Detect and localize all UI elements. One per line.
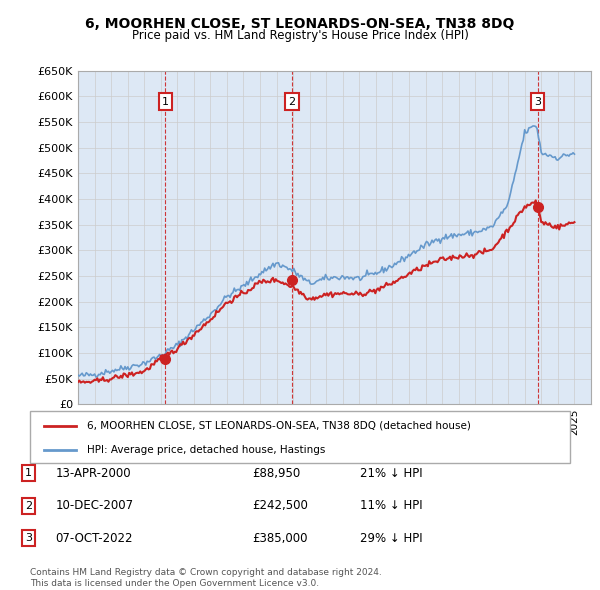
Text: 21% ↓ HPI: 21% ↓ HPI xyxy=(360,467,422,480)
Text: 6, MOORHEN CLOSE, ST LEONARDS-ON-SEA, TN38 8DQ (detached house): 6, MOORHEN CLOSE, ST LEONARDS-ON-SEA, TN… xyxy=(86,421,470,431)
Text: 1: 1 xyxy=(25,468,32,478)
Text: 3: 3 xyxy=(534,97,541,107)
Text: 3: 3 xyxy=(25,533,32,543)
Text: 2: 2 xyxy=(25,501,32,510)
Text: 6, MOORHEN CLOSE, ST LEONARDS-ON-SEA, TN38 8DQ: 6, MOORHEN CLOSE, ST LEONARDS-ON-SEA, TN… xyxy=(85,17,515,31)
FancyBboxPatch shape xyxy=(30,411,570,463)
Text: £88,950: £88,950 xyxy=(252,467,300,480)
Text: £385,000: £385,000 xyxy=(252,532,308,545)
Text: 10-DEC-2007: 10-DEC-2007 xyxy=(55,499,133,512)
Text: 07-OCT-2022: 07-OCT-2022 xyxy=(55,532,133,545)
Text: £242,500: £242,500 xyxy=(252,499,308,512)
Text: HPI: Average price, detached house, Hastings: HPI: Average price, detached house, Hast… xyxy=(86,445,325,455)
Text: Contains HM Land Registry data © Crown copyright and database right 2024.
This d: Contains HM Land Registry data © Crown c… xyxy=(30,568,382,588)
Text: Price paid vs. HM Land Registry's House Price Index (HPI): Price paid vs. HM Land Registry's House … xyxy=(131,30,469,42)
Text: 11% ↓ HPI: 11% ↓ HPI xyxy=(360,499,422,512)
Text: 29% ↓ HPI: 29% ↓ HPI xyxy=(360,532,422,545)
Text: 13-APR-2000: 13-APR-2000 xyxy=(55,467,131,480)
Text: 1: 1 xyxy=(162,97,169,107)
Text: 2: 2 xyxy=(289,97,296,107)
